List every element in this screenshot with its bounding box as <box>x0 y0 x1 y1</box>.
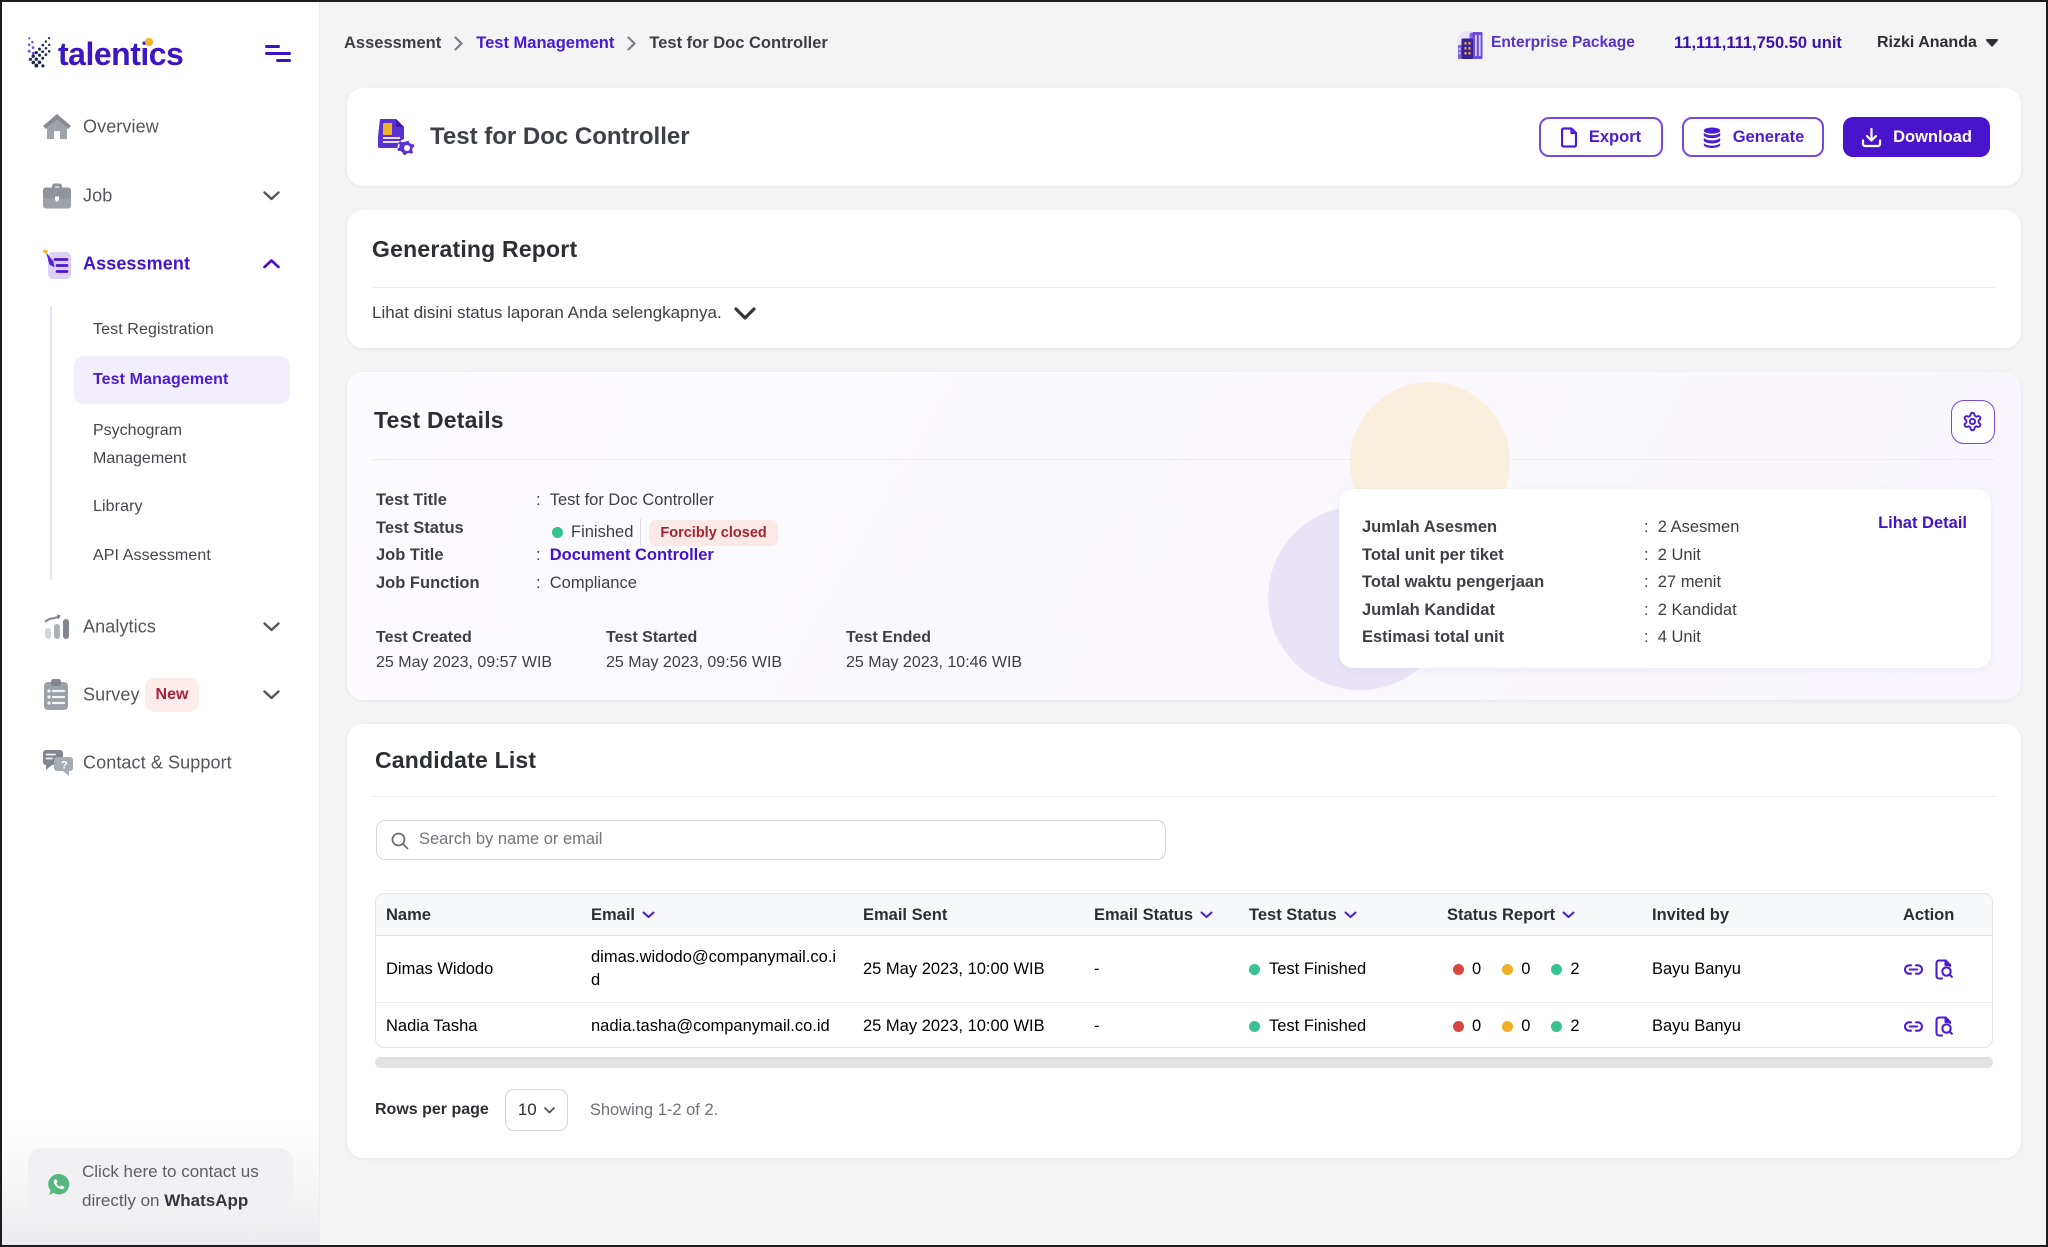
svg-text:?: ? <box>61 760 68 772</box>
